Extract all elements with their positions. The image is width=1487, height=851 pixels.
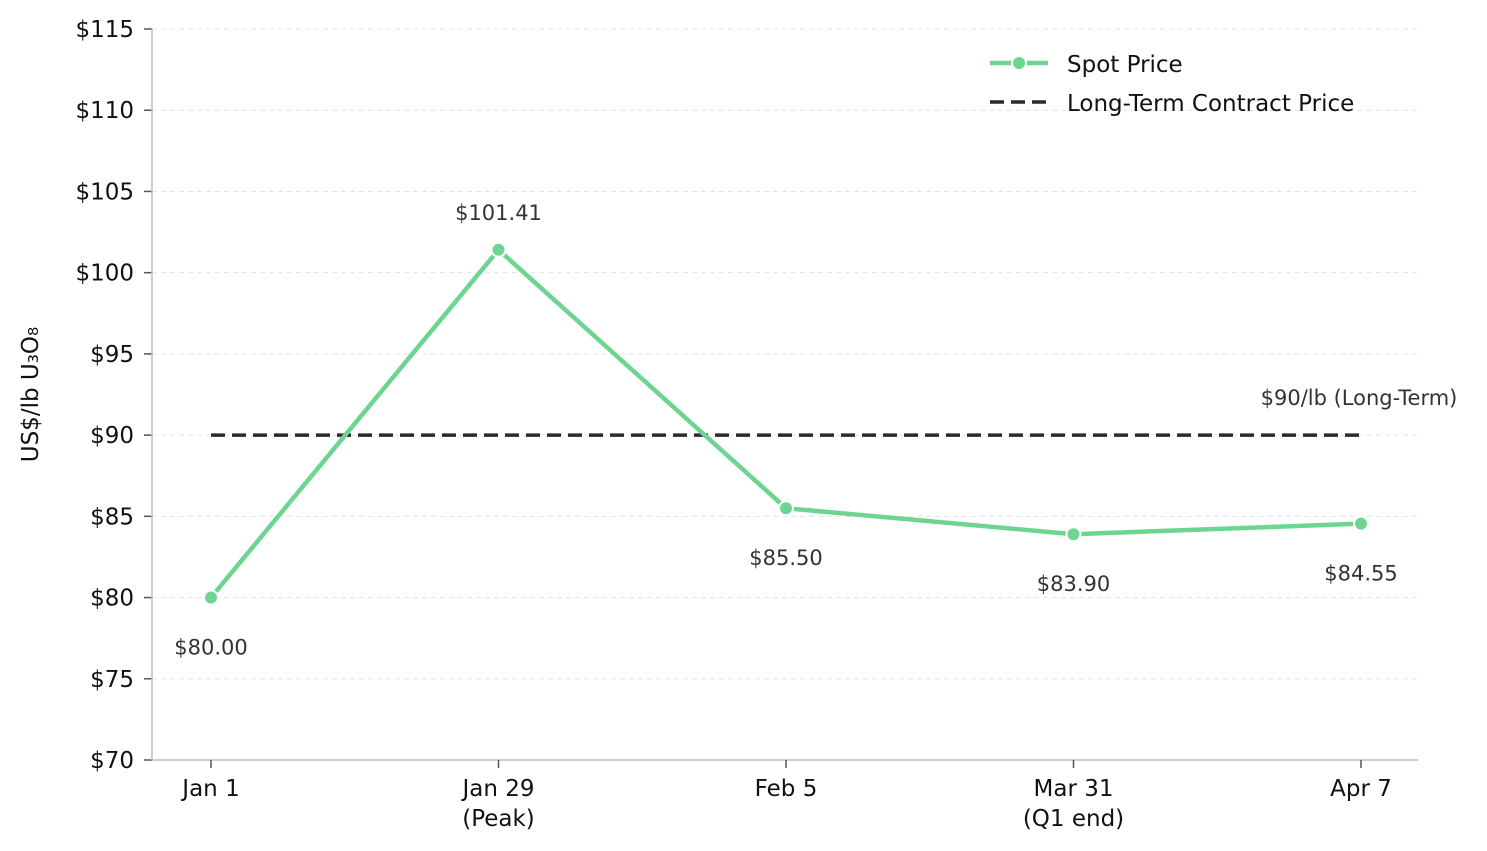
legend-label-long-term: Long-Term Contract Price [1067,91,1354,117]
series [203,241,1369,606]
y-tick-label: $70 [90,748,134,774]
spot-price-point [203,589,219,606]
x-tick-label: Jan 29 (Peak) [460,776,534,832]
y-tick-label: $105 [75,179,134,205]
x-tick-label: Apr 7 [1330,776,1392,802]
legend: Spot Price Long-Term Contract Price [990,52,1354,117]
spot-price-point [778,500,794,517]
y-tick-label: $95 [90,342,134,368]
axes: $70 $75 $80 $85 $90 $95 $100 $105 $110 $115 Jan 1 J… [18,17,1418,832]
y-tick-label: $110 [75,98,134,124]
spot-price-data-label: $83.90 [1037,572,1110,596]
y-tick-label: $115 [75,17,134,43]
legend-marker-spot-price [1011,55,1027,71]
y-axis-title: US$/lb U₃O₈ [18,327,44,463]
x-tick-label: Mar 31 (Q1 end) [1023,776,1124,832]
y-tick-label: $100 [75,261,134,287]
grid-lines [152,28,1418,761]
legend-label-spot-price: Spot Price [1067,52,1183,78]
spot-price-point [1065,526,1082,543]
spot-price-data-label: $84.55 [1324,562,1397,586]
y-tick-label: $80 [90,586,134,612]
x-tick-label: Jan 1 [180,776,239,802]
spot-price-data-label: $85.50 [749,546,822,570]
data-labels: $80.00 $101.41 $85.50 $83.90 $84.55 $90/lb (L… [174,201,1457,660]
spot-price-data-label: $80.00 [174,636,247,660]
y-tick-label: $85 [90,504,134,530]
spot-price-point [490,241,507,258]
y-tick-label: $90 [90,423,134,449]
x-tick-label: Feb 5 [755,776,818,802]
spot-price-data-label: $101.41 [455,201,542,225]
y-tick-label: $75 [90,667,134,693]
long-term-annotation: $90/lb (Long-Term) [1261,386,1458,410]
spot-price-point [1353,515,1369,532]
